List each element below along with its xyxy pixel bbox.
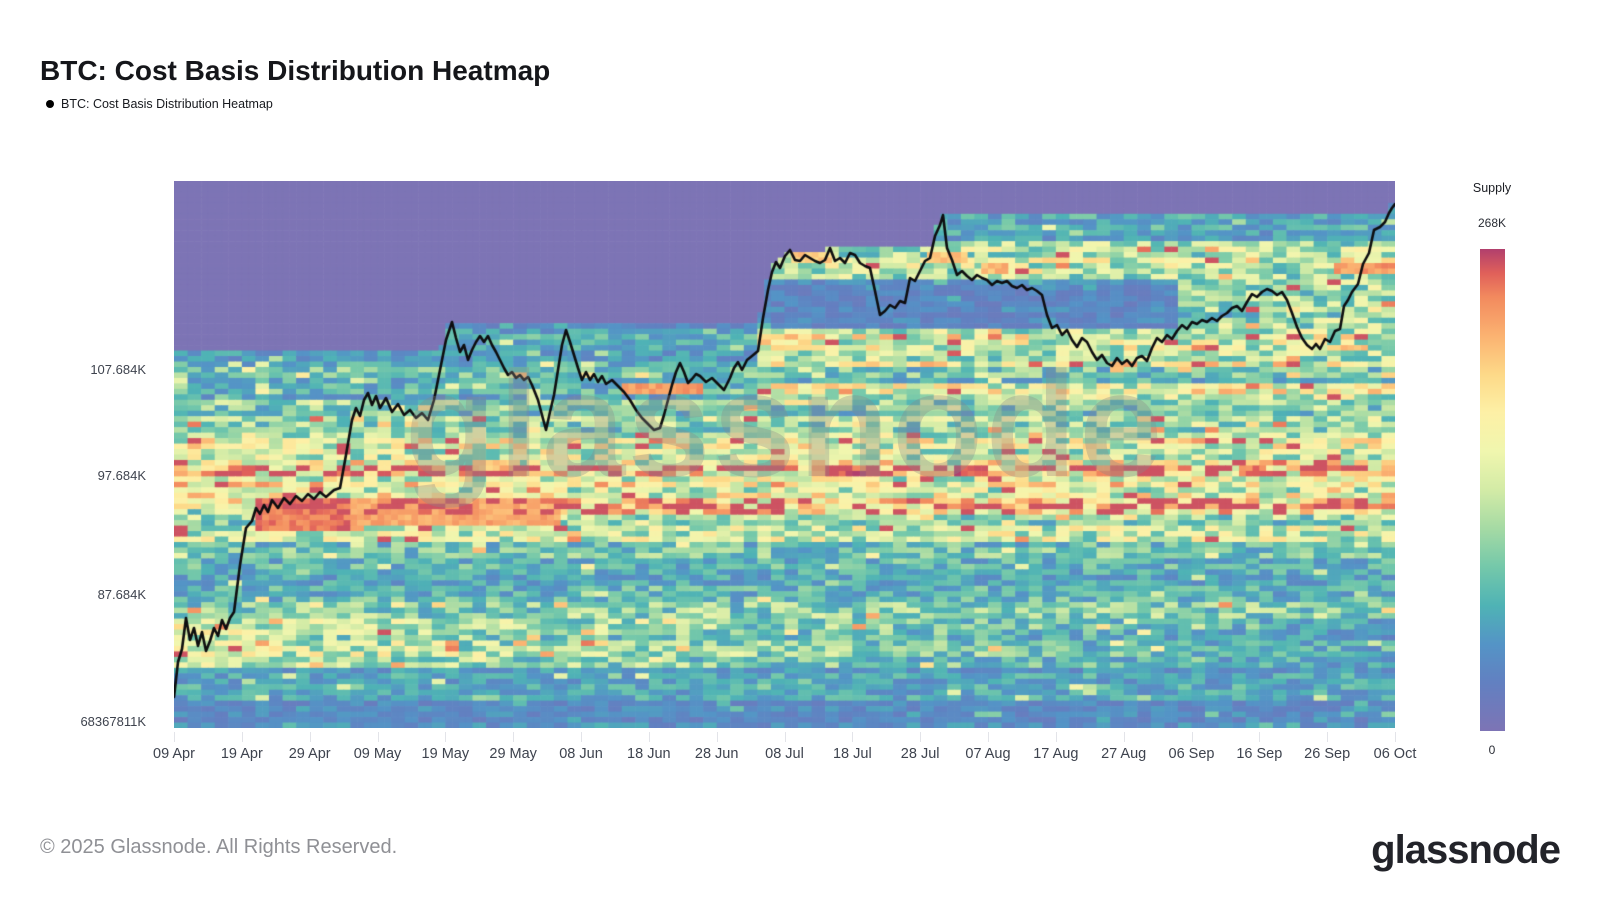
x-tick-mark [581, 732, 582, 742]
x-tick-mark [377, 732, 379, 742]
x-tick-label: 06 Sep [1168, 746, 1215, 762]
x-tick-mark [784, 732, 786, 742]
x-tick-label: 08 Jul [765, 746, 804, 762]
x-tick-mark [648, 732, 650, 742]
x-tick-label: 19 Apr [220, 746, 263, 762]
x-tick-label: 06 Oct [1373, 746, 1417, 762]
y-tick-label: 87.684K [97, 587, 146, 602]
glassnode-logo[interactable]: glassnode [1371, 828, 1561, 872]
x-tick-mark [174, 732, 175, 742]
x-tick-label: 26 Sep [1304, 746, 1351, 762]
x-tick-label: 09 Apr [153, 746, 195, 762]
x-tick-label: 18 Jul [832, 746, 872, 762]
x-tick-label: 16 Sep [1236, 746, 1283, 762]
x-tick-label: 09 May [353, 746, 402, 762]
x-tick-mark [309, 732, 311, 742]
x-tick-mark [920, 732, 922, 742]
x-tick-label: 17 Aug [1033, 746, 1079, 762]
x-tick-label: 28 Jun [694, 746, 739, 762]
x-tick-mark [716, 732, 718, 742]
colorbar-max-label: 268K [1477, 216, 1507, 230]
colorbar-title: Supply [1472, 181, 1512, 195]
copyright-text: © 2025 Glassnode. All Rights Reserved. [40, 836, 398, 858]
x-tick-mark [241, 732, 243, 742]
x-tick-mark [852, 732, 854, 742]
x-tick-label: 08 Jun [559, 746, 603, 762]
x-tick-label: 19 May [421, 746, 470, 762]
y-tick-label: 68367811K [80, 714, 146, 729]
x-tick-mark [1123, 732, 1125, 742]
legend-marker-icon [46, 100, 54, 108]
x-tick-mark [445, 732, 447, 742]
x-tick-label: 27 Aug [1101, 746, 1147, 762]
legend-item[interactable]: BTC: Cost Basis Distribution Heatmap [46, 97, 273, 111]
heatmap-canvas[interactable] [174, 181, 1395, 728]
x-tick-label: 07 Aug [965, 746, 1011, 762]
x-tick-label: 28 Jul [900, 746, 940, 762]
heatmap-plot-area: glassnode [174, 181, 1395, 728]
y-tick-label: 107.684K [90, 362, 146, 377]
x-tick-label: 29 Apr [288, 746, 331, 762]
legend-label: BTC: Cost Basis Distribution Heatmap [61, 97, 273, 111]
y-tick-label: 97.684K [97, 468, 146, 483]
page-title: BTC: Cost Basis Distribution Heatmap [40, 54, 551, 86]
x-tick-mark [988, 732, 989, 742]
colorbar-min-label: 0 [1488, 743, 1496, 757]
colorbar-gradient [1480, 249, 1505, 731]
x-tick-mark [1191, 732, 1193, 742]
x-tick-mark [1395, 732, 1396, 742]
x-tick-label: 18 Jun [627, 746, 671, 762]
x-tick-mark [1259, 732, 1261, 742]
x-tick-mark [513, 732, 515, 742]
x-tick-mark [1327, 732, 1329, 742]
x-tick-mark [1055, 732, 1057, 742]
x-tick-label: 29 May [489, 746, 537, 762]
